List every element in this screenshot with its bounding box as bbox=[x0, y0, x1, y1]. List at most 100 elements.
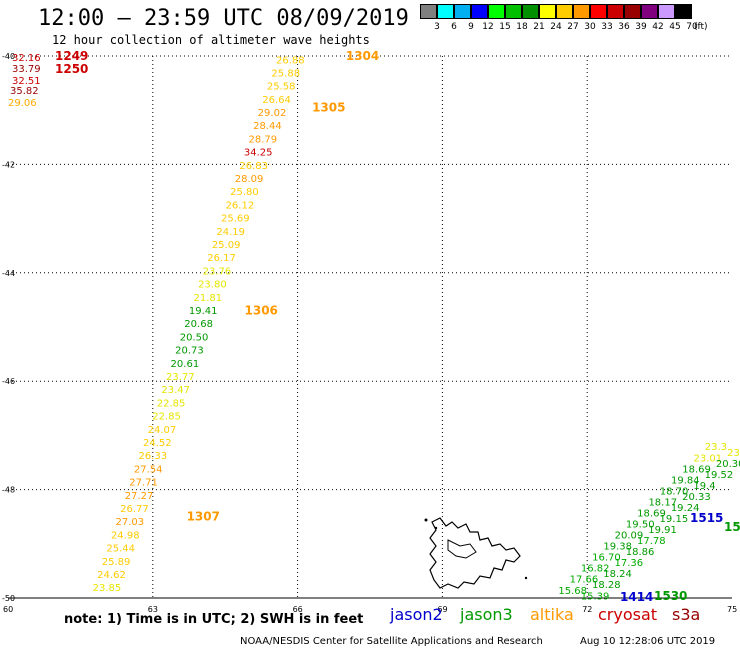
altika-swh-value: 29.02 bbox=[258, 108, 287, 119]
legend-label-9: 9 bbox=[468, 22, 474, 32]
lat-tick-label: -46 bbox=[2, 377, 15, 386]
altika-swh-value: 26.64 bbox=[262, 95, 291, 106]
legend-label-39: 39 bbox=[635, 22, 647, 32]
legend-jason3: jason3 bbox=[460, 605, 513, 624]
legend-swatch-45 bbox=[658, 4, 675, 19]
jason3-swh-value: 16.70 bbox=[592, 553, 621, 564]
jason3-swh-value: 18.69 bbox=[637, 508, 666, 519]
jason3-swh-value: 20.33 bbox=[682, 492, 711, 503]
legend-swatch-39 bbox=[624, 4, 641, 19]
lat-tick-label: -40 bbox=[2, 52, 15, 61]
jason3-swh-value: 17.78 bbox=[637, 536, 666, 547]
legend-swatch-3 bbox=[420, 4, 437, 19]
legend-swatch-9 bbox=[454, 4, 471, 19]
altika-swh-value: 23.85 bbox=[93, 583, 122, 594]
jason3-swh-value: 16.82 bbox=[581, 564, 610, 575]
jason3-swh-value: 17.66 bbox=[570, 575, 599, 586]
legend-jason2: jason2 bbox=[390, 605, 443, 624]
islet bbox=[434, 526, 438, 530]
altika-swh-value: 20.61 bbox=[171, 359, 200, 370]
altika-swh-value: 26.33 bbox=[138, 451, 167, 462]
legend-label-42: 42 bbox=[652, 22, 664, 32]
jason3-swh-value: 19.84 bbox=[671, 475, 700, 486]
lon-tick-label: 72 bbox=[582, 605, 592, 614]
altika-swh-value: 27.54 bbox=[134, 464, 163, 475]
jason3-swh-value: 18.86 bbox=[626, 547, 655, 558]
page-title: 12:00 – 23:59 UTC 08/09/2019 bbox=[38, 6, 409, 31]
altika-swh-value: 24.62 bbox=[97, 570, 126, 581]
footer-generated-time: Aug 10 12:28:06 UTC 2019 bbox=[580, 636, 716, 647]
jason3-swh-value: 19.4 bbox=[693, 481, 715, 492]
altika-swh-value: 23.47 bbox=[161, 385, 190, 396]
kerguelen-island bbox=[429, 517, 521, 589]
altika-swh-value: 26.77 bbox=[120, 504, 149, 515]
altika-swh-value: 19.41 bbox=[189, 306, 218, 317]
jason2-time-label: 1414 bbox=[620, 590, 653, 604]
legend-label-27: 27 bbox=[567, 22, 579, 32]
altika-swh-value: 28.79 bbox=[249, 134, 278, 145]
altika-swh-value: 23.76 bbox=[203, 266, 232, 277]
jason3-swh-value: 20.09 bbox=[615, 531, 644, 542]
altika-swh-value: 23.77 bbox=[166, 372, 195, 383]
altika-swh-value: 28.44 bbox=[253, 121, 282, 132]
jason3-swh-value: 19.50 bbox=[626, 520, 655, 531]
altika-swh-value: 20.73 bbox=[175, 346, 204, 357]
jason3-swh-value: 18.24 bbox=[603, 569, 632, 580]
altika-swh-value: 25.89 bbox=[102, 557, 131, 568]
altika-swh-value: 25.80 bbox=[230, 187, 259, 198]
jason3-swh-value: 18.69 bbox=[682, 464, 711, 475]
altika-time-label: 1307 bbox=[187, 510, 220, 524]
altika-swh-value: 27.03 bbox=[116, 517, 145, 528]
legend-swatch-24 bbox=[539, 4, 556, 19]
legend-swatch-15 bbox=[488, 4, 505, 19]
altika-swh-value: 25.58 bbox=[267, 82, 296, 93]
legend-altika: altika bbox=[530, 605, 574, 624]
jason3-swh-value: 19.38 bbox=[603, 542, 632, 553]
altika-swh-value: 22.85 bbox=[152, 412, 181, 423]
legend-label-3: 3 bbox=[434, 22, 440, 32]
altika-swh-value: 24.52 bbox=[143, 438, 172, 449]
cryosat-swh-value: 29.06 bbox=[8, 98, 37, 109]
altika-swh-value: 26.88 bbox=[276, 55, 305, 66]
altika-swh-value: 28.09 bbox=[235, 174, 264, 185]
cryosat-time-label: 1249 bbox=[55, 49, 88, 63]
legend-label-24: 24 bbox=[550, 22, 562, 32]
legend-label-30: 30 bbox=[584, 22, 596, 32]
kerguelen-inner-coast bbox=[447, 539, 477, 559]
legend-swatch-6 bbox=[437, 4, 454, 19]
altika-swh-value: 25.69 bbox=[221, 214, 250, 225]
altika-swh-value: 22.85 bbox=[157, 398, 186, 409]
altika-swh-value: 26.17 bbox=[207, 253, 236, 264]
altika-swh-value: 34.25 bbox=[244, 148, 273, 159]
jason3-time-label: 1515 bbox=[690, 511, 723, 525]
altika-swh-value: 25.88 bbox=[271, 68, 300, 79]
jason3-swh-value: 19.15 bbox=[660, 514, 689, 525]
lon-tick-label: 63 bbox=[148, 605, 158, 614]
altika-swh-value: 20.68 bbox=[184, 319, 213, 330]
jason3-swh-value: 19.91 bbox=[648, 525, 677, 536]
cryosat-time-label: 1250 bbox=[55, 62, 88, 76]
lon-tick-label: 75 bbox=[727, 605, 737, 614]
legend-cryosat: cryosat bbox=[598, 605, 658, 624]
legend-swatch-70 bbox=[675, 4, 692, 19]
jason3-swh-value: 18.70 bbox=[660, 486, 689, 497]
altika-swh-value: 20.50 bbox=[180, 332, 209, 343]
legend-swatch-21 bbox=[522, 4, 539, 19]
footer-note: note: 1) Time is in UTC; 2) SWH is in fe… bbox=[64, 612, 364, 627]
lat-tick-label: -42 bbox=[2, 160, 15, 169]
altika-swh-value: 23.80 bbox=[198, 280, 227, 291]
jason3-swh-value: 20.30 bbox=[716, 459, 740, 470]
jason3-swh-value: 23.5 bbox=[727, 448, 740, 459]
jason3-swh-value: 23.3 bbox=[705, 442, 727, 453]
lon-tick-label: 66 bbox=[293, 605, 303, 614]
altika-time-label: 1304 bbox=[346, 49, 379, 63]
islet bbox=[424, 518, 428, 522]
color-legend: 3 6 9 12 15 18 21 24 27 30 33 36 39 42 45 70 (ft) bbox=[420, 4, 730, 34]
footer-credit: NOAA/NESDIS Center for Satellite Applica… bbox=[240, 636, 543, 647]
altika-swh-value: 27.27 bbox=[125, 491, 154, 502]
cryosat-swh-value: 33.79 bbox=[12, 64, 41, 75]
jason3-time-label: 15 bbox=[724, 520, 740, 534]
lat-tick-label: -50 bbox=[2, 594, 15, 603]
jason3-swh-value: 17.36 bbox=[615, 558, 644, 569]
cryosat-swh-value: 32.51 bbox=[12, 76, 41, 87]
